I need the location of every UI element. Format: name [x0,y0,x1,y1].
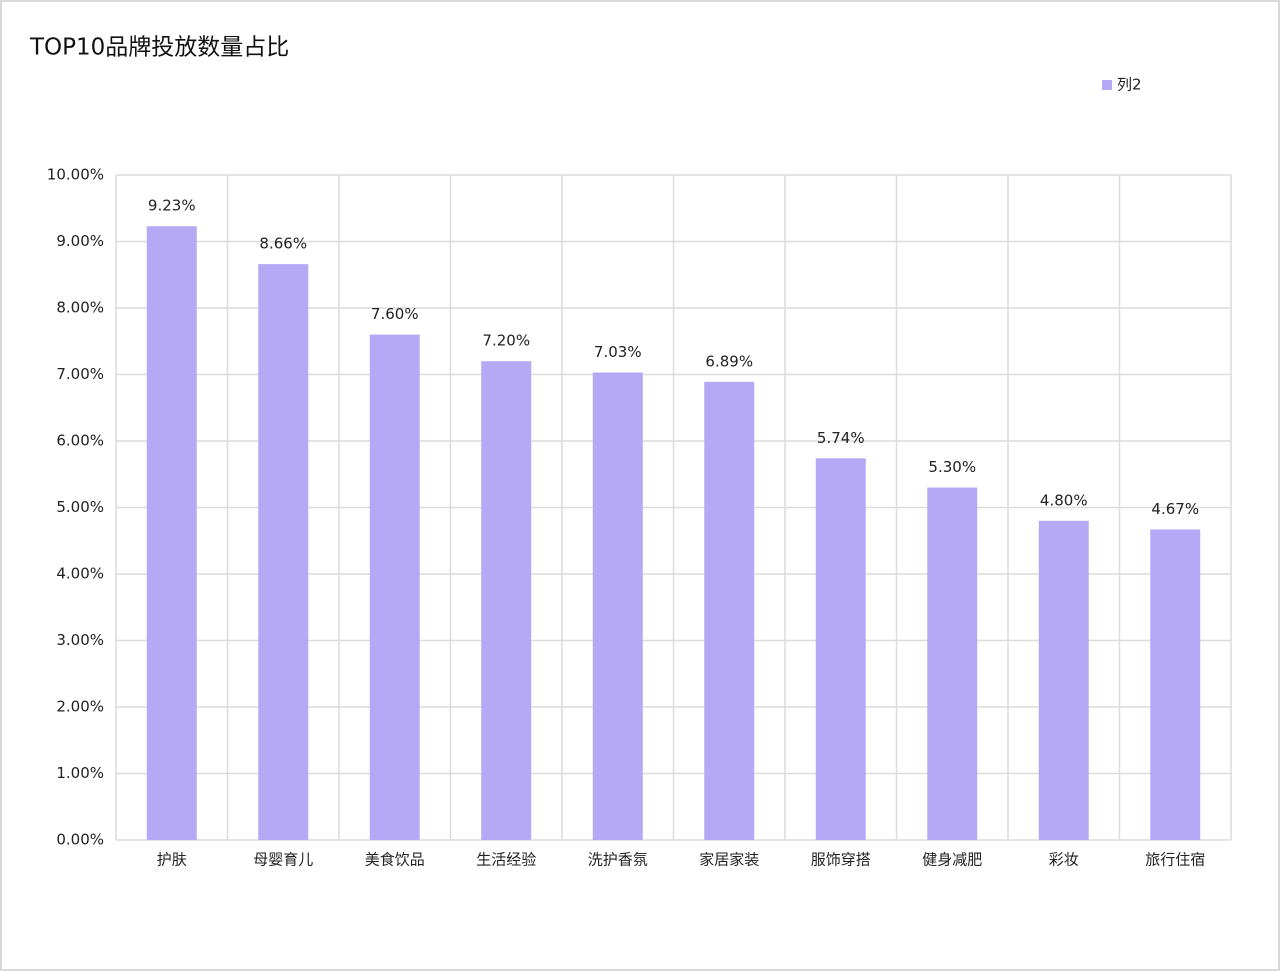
x-tick-label: 服饰穿搭 [811,851,871,869]
value-label: 4.80% [1040,491,1088,509]
x-tick-label: 健身减肥 [922,851,982,869]
x-tick-label: 美食饮品 [365,851,425,869]
value-label: 7.20% [482,332,530,350]
y-tick-label: 4.00% [56,565,104,583]
bar [704,381,755,840]
x-tick-label: 生活经验 [476,851,536,869]
y-tick-label: 3.00% [56,631,104,649]
legend-label: 列2 [1117,76,1142,94]
bar [1150,529,1201,840]
y-tick-label: 8.00% [56,299,104,317]
y-tick-label: 5.00% [56,498,104,516]
bar [481,361,532,840]
value-label: 6.89% [705,352,753,370]
bar [1038,520,1089,840]
x-tick-label: 彩妆 [1049,851,1079,869]
value-label: 8.66% [259,235,307,253]
y-tick-label: 10.00% [47,166,104,184]
bar [927,487,978,840]
x-tick-label: 护肤 [157,851,187,869]
y-tick-label: 9.00% [56,232,104,250]
value-label: 7.60% [371,305,419,323]
bar [258,264,309,840]
x-tick-label: 洗护香氛 [588,851,648,869]
y-tick-label: 1.00% [56,764,104,782]
y-tick-label: 6.00% [56,432,104,450]
x-tick-label: 家居家装 [699,851,759,869]
y-tick-label: 7.00% [56,365,104,383]
y-tick-label: 2.00% [56,698,104,716]
value-label: 5.30% [928,458,976,476]
x-tick-label: 母婴育儿 [253,851,313,869]
value-label: 7.03% [594,343,642,361]
bar [146,226,197,840]
bar [592,372,643,840]
bar [815,458,866,840]
value-label: 5.74% [817,429,865,447]
value-label: 9.23% [148,197,196,215]
y-tick-label: 0.00% [56,831,104,849]
bar [369,334,420,840]
value-label: 4.67% [1151,500,1199,518]
chart-title: TOP10品牌投放数量占比 [29,35,289,61]
legend-swatch [1102,80,1112,90]
x-tick-label: 旅行住宿 [1145,851,1205,869]
